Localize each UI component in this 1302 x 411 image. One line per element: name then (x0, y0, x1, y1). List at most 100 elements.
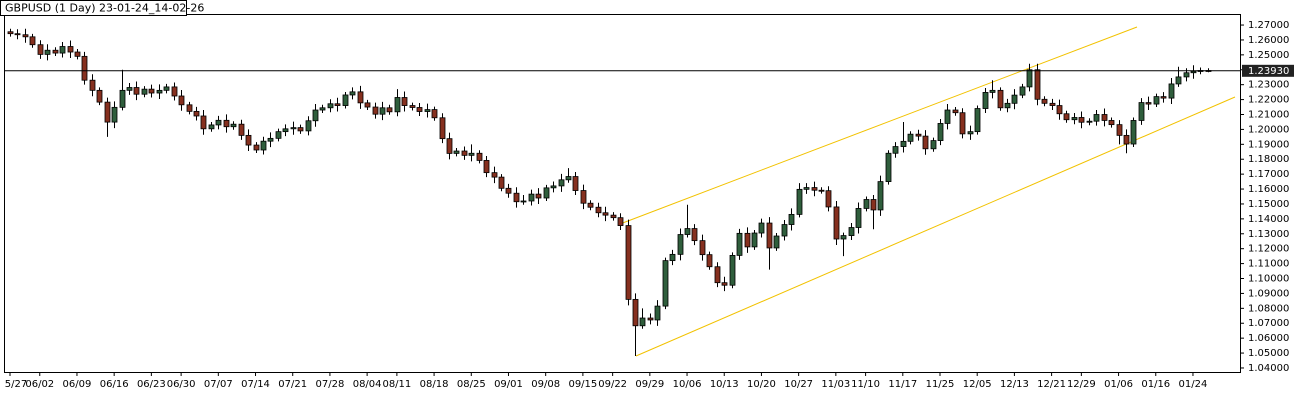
x-tick-label: 08/04 (353, 379, 382, 390)
candle-body (788, 213, 795, 225)
candle-body (1049, 102, 1056, 106)
y-tick-label: 1.06000 (1248, 333, 1289, 344)
x-tick-label: 08/25 (457, 379, 486, 390)
x-tick-label: 09/29 (635, 379, 664, 390)
y-tick-label: 1.20000 (1248, 124, 1289, 135)
candle-body (580, 190, 587, 204)
candle-body (208, 124, 215, 130)
candle-body (431, 109, 438, 119)
candle-body (751, 232, 758, 248)
candle-body (282, 128, 289, 133)
candle-body (974, 108, 981, 133)
candle-body (171, 86, 178, 97)
x-tick-label: 07/28 (316, 379, 345, 390)
candle-body (1086, 120, 1093, 123)
candle-body (677, 234, 684, 255)
plot-frame (4, 14, 1241, 373)
candle-body (1093, 114, 1100, 122)
candle-body (141, 88, 148, 95)
x-tick-label: 5/27 (5, 379, 27, 390)
candle-body (119, 89, 126, 108)
x-tick-label: 12/05 (963, 379, 992, 390)
candle-body (81, 55, 88, 81)
candle-body (647, 317, 654, 321)
candle-body (1116, 124, 1123, 136)
y-tick-label: 1.04000 (1248, 363, 1289, 374)
candle-body (625, 225, 632, 300)
candle-body (253, 144, 260, 151)
candle-body (446, 138, 453, 154)
channel-upper (619, 26, 1138, 225)
candle-body (840, 235, 847, 240)
candle-body (424, 109, 431, 112)
x-tick-label: 11/03 (821, 379, 850, 390)
y-tick-label: 1.08000 (1248, 303, 1289, 314)
x-tick-label: 09/22 (598, 379, 627, 390)
candle-body (930, 140, 937, 150)
candle-body (528, 193, 535, 202)
candle-body (900, 140, 907, 147)
candle-body (982, 92, 989, 109)
x-tick-label: 11/25 (926, 379, 955, 390)
candle-body (907, 133, 914, 142)
candle-body (200, 115, 207, 130)
candle-body (96, 89, 103, 103)
x-tick-label: 10/20 (747, 379, 776, 390)
candle-body (1026, 69, 1033, 88)
x-tick-label: 11/17 (888, 379, 917, 390)
candle-body (22, 34, 29, 38)
candle-body (937, 123, 944, 141)
x-tick-label: 06/02 (25, 379, 54, 390)
candle-body (892, 146, 899, 154)
y-tick-label: 1.07000 (1248, 318, 1289, 329)
y-tick-label: 1.10000 (1248, 274, 1289, 285)
candle-body (275, 131, 282, 139)
x-tick-label: 09/01 (494, 379, 523, 390)
candle-body (654, 305, 661, 321)
candle-body (483, 160, 490, 174)
candle-body (595, 206, 602, 214)
candle-body (587, 202, 594, 208)
y-tick-label: 1.14000 (1248, 214, 1289, 225)
x-tick-label: 08/11 (382, 379, 411, 390)
candle-body (863, 199, 870, 209)
candle-body (773, 235, 780, 249)
price-label: 1.23930 (1248, 66, 1289, 77)
x-tick-label: 12/21 (1037, 379, 1066, 390)
candle-body (1190, 70, 1197, 74)
candle-body (1130, 120, 1137, 145)
candle-body (74, 51, 81, 57)
candle-body (215, 119, 222, 126)
candle-body (1071, 117, 1078, 121)
candle-body (818, 189, 825, 192)
candle-body (305, 120, 312, 132)
candle-body (178, 95, 185, 106)
candle-body (1108, 120, 1115, 126)
candle-body (870, 199, 877, 211)
candle-body (44, 49, 51, 55)
candle-body (989, 89, 996, 93)
y-tick-label: 1.16000 (1248, 184, 1289, 195)
candle-body (14, 33, 21, 36)
candle-body (498, 176, 505, 189)
candle-body (922, 135, 929, 150)
candle-body (52, 49, 59, 54)
candle-body (238, 123, 245, 136)
candle-body (967, 131, 974, 135)
candle-body (513, 192, 520, 203)
candle-body (453, 150, 460, 154)
candle-body (736, 232, 743, 256)
candle-body (349, 91, 356, 96)
candle-body (550, 185, 557, 189)
candle-body (230, 123, 237, 128)
candle-body (379, 107, 386, 115)
x-tick-label: 07/14 (241, 379, 270, 390)
candle-body (297, 127, 304, 132)
y-tick-label: 1.27000 (1248, 20, 1289, 31)
candle-body (156, 89, 163, 94)
candle-body (952, 109, 959, 114)
candle-body (334, 103, 341, 106)
x-tick-label: 01/06 (1104, 379, 1133, 390)
